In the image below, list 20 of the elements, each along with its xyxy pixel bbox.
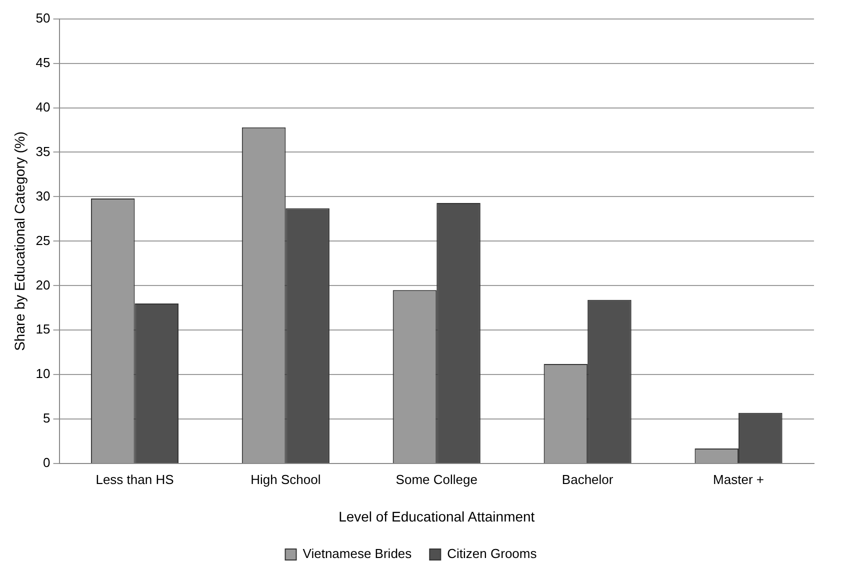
x-tick-label: Bachelor (562, 472, 614, 487)
y-tick-label: 30 (36, 188, 50, 204)
y-tick-label: 35 (36, 144, 50, 159)
x-axis-title: Level of Educational Attainment (338, 508, 535, 524)
x-tick-label: Master + (713, 472, 764, 487)
y-tick-label: 25 (36, 232, 50, 248)
x-tick-label: Less than HS (96, 472, 174, 487)
y-tick-label: 10 (36, 366, 50, 382)
y-tick-label: 50 (36, 10, 50, 26)
y-tick-label: 45 (36, 54, 50, 70)
y-tick-label: 0 (43, 455, 50, 470)
y-tick-label: 20 (36, 277, 50, 292)
legend-label: Vietnamese Brides (302, 546, 412, 562)
y-tick-label: 15 (36, 322, 50, 337)
x-tick-label: Some College (396, 472, 478, 487)
y-tick-label: 5 (43, 410, 50, 426)
x-tick-label: High School (250, 472, 321, 487)
y-axis-title: Share by Educational Category (%) (11, 131, 28, 351)
legend-label: Citizen Grooms (447, 546, 538, 562)
y-tick-label: 40 (36, 99, 50, 114)
